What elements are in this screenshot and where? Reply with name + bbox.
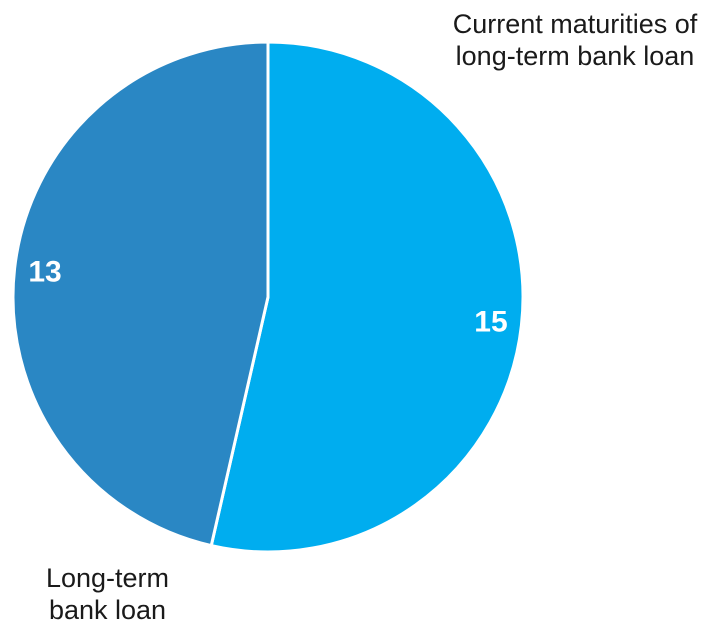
slice-current-maturities <box>209 40 525 554</box>
data-label-current-maturities: 15 <box>474 306 507 339</box>
data-label-long-term-bank-loan: 13 <box>28 255 61 288</box>
pie-slices <box>11 40 525 554</box>
slice-label-long-term-bank-loan: Long-term bank loan <box>45 563 170 625</box>
slice-long-term-bank-loan <box>11 40 270 548</box>
slice-label-current-maturities: Current maturities of long-term bank loa… <box>452 9 698 71</box>
